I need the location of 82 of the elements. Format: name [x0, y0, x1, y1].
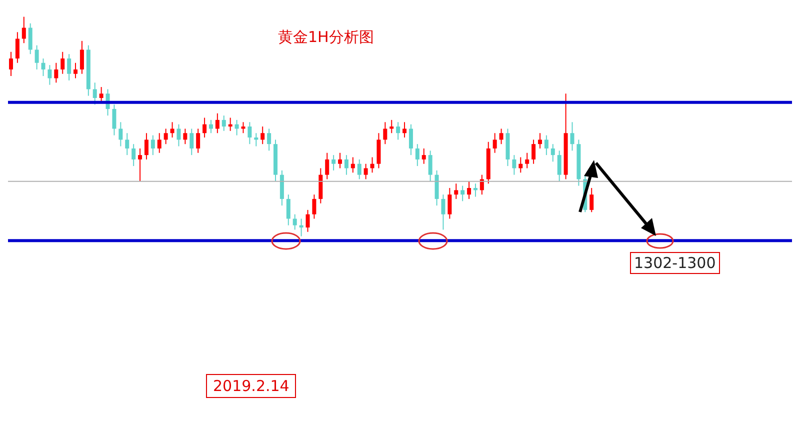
candlestick [215, 112, 220, 134]
candlestick [202, 117, 207, 138]
candlestick [364, 163, 368, 180]
candlestick [241, 122, 246, 134]
candlestick [325, 152, 330, 180]
candlestick [538, 132, 542, 149]
candlestick [544, 134, 548, 156]
candlestick [222, 115, 226, 132]
candlestick [338, 152, 342, 169]
candlestick [402, 122, 407, 138]
text: 2019.2.14 [206, 374, 296, 398]
candlestick [22, 16, 26, 44]
candlestick [150, 134, 155, 156]
candlestick [499, 128, 504, 145]
candlestick [415, 144, 420, 167]
candlestick [80, 40, 84, 74]
candlestick [454, 183, 458, 200]
candlestick [28, 22, 32, 55]
candlestick [344, 154, 348, 176]
candlestick [299, 218, 304, 237]
candlestick [234, 119, 239, 136]
candlestick [48, 64, 52, 86]
candlestick [390, 119, 394, 134]
candlestick [370, 156, 374, 174]
candlestick [92, 82, 97, 106]
candlestick [448, 187, 452, 220]
candlestick [157, 132, 162, 154]
candlestick [408, 124, 413, 156]
candlestick [357, 158, 362, 180]
candlestick [74, 62, 78, 79]
candlestick [125, 132, 130, 156]
candlestick [396, 122, 400, 140]
candlestick [15, 32, 20, 64]
candlestick [512, 154, 516, 176]
candlestick [532, 139, 536, 164]
candlestick [248, 122, 252, 145]
candlestick [99, 86, 104, 103]
candlestick [306, 209, 310, 232]
candlestick [550, 144, 555, 162]
candlestick [67, 54, 72, 81]
candlestick [138, 148, 142, 182]
candlestick [292, 214, 297, 230]
candlestick [460, 185, 465, 202]
candlestick [60, 51, 65, 74]
candlestick [428, 150, 432, 182]
candlestick [112, 104, 116, 136]
candlestick [441, 194, 446, 230]
candlestick [590, 187, 594, 213]
candlestick [312, 194, 316, 220]
candlestick [164, 128, 168, 145]
candlestick [118, 122, 123, 147]
text: 1302-1300 [630, 252, 720, 274]
candlestick [183, 128, 188, 145]
candlestick [480, 174, 484, 196]
candlestick [54, 62, 58, 84]
candlestick [557, 150, 562, 182]
candlestick [267, 128, 272, 152]
candlestick [132, 144, 136, 167]
candlestick [9, 51, 13, 77]
candlestick [570, 122, 574, 152]
candlestick [190, 128, 194, 156]
text: 黄金1H分析图 [278, 28, 374, 47]
candlestick [208, 119, 213, 134]
candlestick [525, 152, 530, 169]
candlestick [228, 117, 232, 132]
candlestick [144, 132, 148, 160]
candlestick [176, 124, 181, 147]
candlestick [383, 122, 388, 145]
candlestick [350, 156, 355, 174]
candlestick [473, 183, 478, 198]
candlestick [492, 132, 497, 154]
candlestick [422, 148, 426, 164]
candlestick [260, 126, 265, 145]
candlestick [332, 154, 336, 171]
candlestick [518, 156, 523, 174]
candlestick [286, 194, 290, 226]
candlestick [196, 128, 200, 154]
candlestick [467, 180, 472, 200]
candlestick [34, 44, 39, 70]
candlestick [254, 132, 258, 147]
candlestick [41, 58, 46, 77]
candlestick [170, 122, 174, 138]
